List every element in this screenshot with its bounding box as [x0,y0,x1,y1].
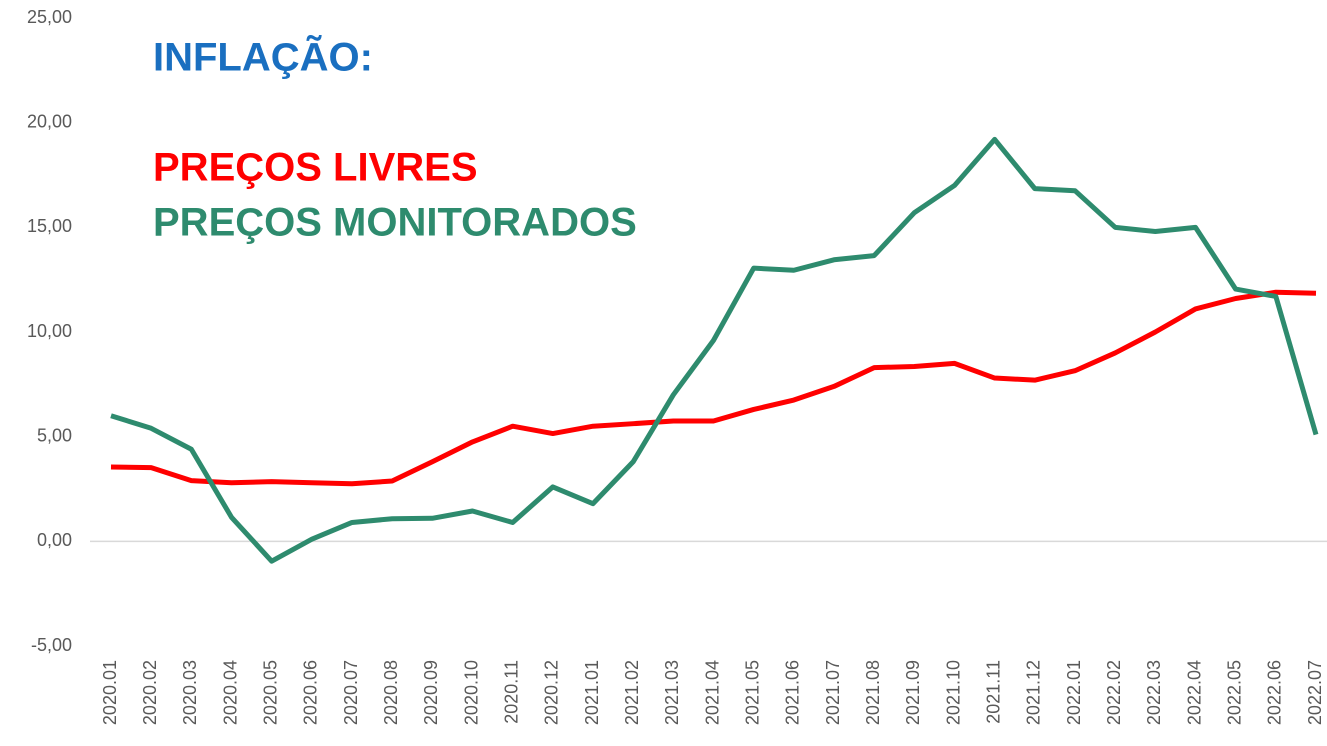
y-tick-label: 20,00 [27,111,72,131]
x-tick-label: 2022.04 [1184,660,1204,725]
x-tick-label: 2020.06 [301,660,321,725]
x-tick-label: 2021.02 [622,660,642,725]
x-tick-label: 2021.08 [863,660,883,725]
x-tick-label: 2021.03 [662,660,682,725]
x-tick-label: 2022.02 [1104,660,1124,725]
x-tick-label: 2021.01 [582,660,602,725]
legend-entry: PREÇOS LIVRES [153,146,478,190]
x-tick-label: 2020.12 [542,660,562,725]
x-tick-label: 2022.01 [1064,660,1084,725]
legend-entry: PREÇOS MONITORADOS [153,201,637,245]
x-tick-label: 2021.04 [702,660,722,725]
x-tick-label: 2021.11 [983,660,1003,724]
x-tick-label: 2020.01 [100,660,120,725]
y-tick-label: 25,00 [27,7,72,27]
x-tick-label: 2021.05 [742,660,762,725]
y-tick-label: 0,00 [37,530,72,550]
x-tick-label: 2021.10 [943,660,963,725]
x-tick-label: 2020.11 [501,660,521,724]
x-tick-label: 2022.05 [1224,660,1244,725]
x-tick-label: 2022.06 [1265,660,1285,725]
x-tick-label: 2020.04 [220,660,240,725]
x-tick-label: 2021.12 [1024,660,1044,725]
y-tick-label: 5,00 [37,425,72,445]
y-tick-label: 10,00 [27,321,72,341]
x-tick-label: 2020.02 [140,660,160,725]
line-series [110,136,1319,564]
x-tick-label: 2020.09 [421,660,441,725]
x-tick-label: 2020.08 [381,660,401,725]
x-tick-label: 2020.03 [180,660,200,725]
x-tick-label: 2021.06 [783,660,803,725]
y-tick-label: 15,00 [27,216,72,236]
y-tick-label: -5,00 [31,635,72,655]
x-tick-label: 2020.07 [341,660,361,725]
x-tick-label: 2021.07 [823,660,843,725]
chart-title: INFLAÇÃO: [153,34,373,80]
x-tick-label: 2021.09 [903,660,923,725]
line-series [110,289,1317,487]
x-tick-label: 2022.07 [1305,660,1325,725]
x-tick-label: 2020.05 [260,660,280,725]
x-tick-label: 2022.03 [1144,660,1164,725]
x-tick-label: 2020.10 [461,660,481,725]
